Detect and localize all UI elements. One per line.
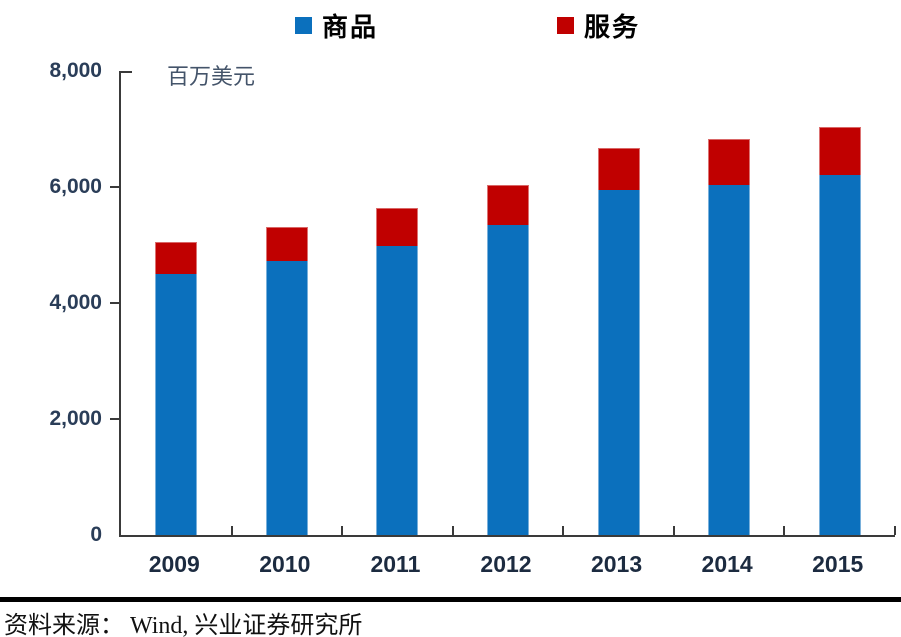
legend-item-goods: 商品	[295, 10, 378, 42]
y-axis-label: 0	[90, 523, 102, 546]
plot-area	[119, 71, 896, 537]
y-axis-label: 2,000	[49, 407, 102, 430]
x-axis-label: 2014	[701, 551, 753, 577]
bar-segment-services	[376, 208, 419, 246]
legend-label-goods: 商品	[322, 11, 379, 42]
y-axis-tick	[110, 302, 119, 304]
bar-segment-services	[155, 242, 198, 274]
bar-2009	[155, 242, 198, 535]
x-axis-label: 2013	[590, 551, 643, 577]
legend-label-services: 服务	[584, 11, 641, 42]
y-axis-tick	[110, 418, 119, 420]
bar-2015	[818, 127, 861, 535]
bar-segment-services	[265, 227, 308, 262]
legend-swatch-services-icon	[557, 16, 574, 34]
bar-2012	[487, 184, 529, 535]
bar-segment-goods	[487, 225, 529, 535]
source-text: 资料来源： Wind, 兴业证券研究所	[4, 613, 363, 637]
unit-label: 百万美元	[167, 64, 256, 89]
bar-segment-services	[708, 138, 751, 186]
y-axis-label: 6,000	[49, 175, 102, 198]
x-axis-label: 2012	[480, 551, 532, 577]
x-axis-label: 2011	[370, 551, 421, 577]
x-axis-tick	[672, 526, 675, 535]
bar-segment-goods	[597, 189, 640, 535]
x-axis-tick	[341, 526, 344, 535]
y-axis-top-tick	[121, 71, 132, 73]
footer-divider	[0, 597, 901, 602]
bar-2010	[265, 227, 308, 535]
legend-swatch-goods-icon	[295, 16, 312, 34]
bar-2011	[376, 208, 419, 535]
x-axis-label: 2009	[148, 551, 200, 577]
y-axis-tick	[110, 186, 119, 188]
legend-item-services: 服务	[557, 10, 640, 42]
bar-segment-goods	[818, 174, 861, 535]
bar-segment-goods	[376, 245, 419, 535]
x-axis-label: 2015	[812, 551, 864, 577]
bar-segment-goods	[708, 185, 751, 535]
bar-segment-services	[487, 184, 529, 226]
bar-2013	[597, 148, 640, 535]
bar-segment-goods	[265, 261, 308, 535]
x-axis-label: 2010	[259, 551, 311, 577]
x-axis-tick	[562, 526, 565, 535]
x-axis-tick	[230, 526, 233, 535]
y-axis-label: 8,000	[49, 59, 102, 82]
y-axis-label: 4,000	[49, 291, 102, 314]
x-axis-tick	[451, 526, 454, 535]
x-axis-tick	[894, 526, 896, 535]
bar-segment-services	[818, 127, 861, 175]
bar-2014	[708, 138, 751, 535]
bar-segment-goods	[155, 274, 198, 535]
x-axis-tick	[783, 526, 786, 535]
bar-segment-services	[597, 148, 640, 190]
